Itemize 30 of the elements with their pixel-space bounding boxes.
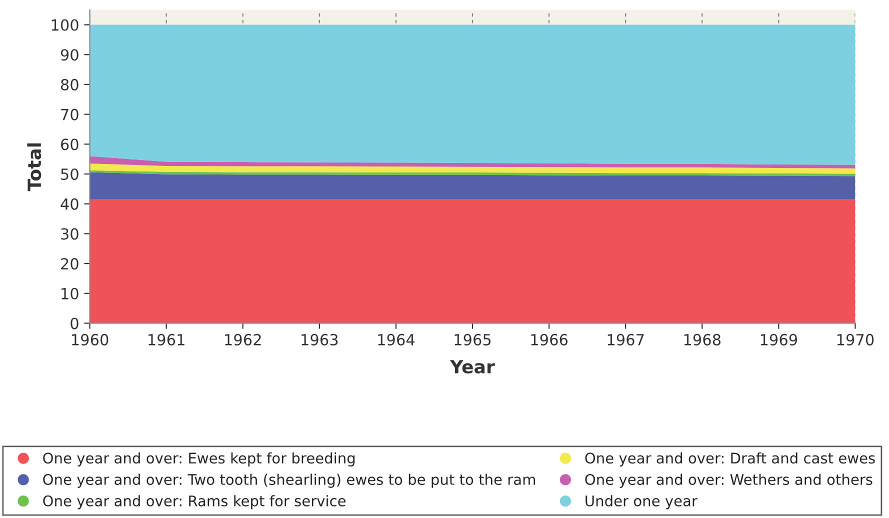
x-tick-label: 1966 [531,334,568,346]
y-tick-label: 80 [60,78,78,90]
y-tick-label: 20 [61,258,78,270]
legend-label: One year and over: Wethers and others [585,474,872,488]
x-tick-label: 1968 [684,334,721,346]
y-tick-label: 90 [60,49,78,61]
y-tick-label: 30 [61,228,78,240]
legend-label: One year and over: Two tooth (shearling) ewes to be put to the ram [43,474,536,488]
x-tick-label: 1967 [608,334,644,346]
x-tick-label: 1969 [760,334,798,346]
y-axis-title: Total [27,143,42,192]
legend-label: One year and over: Rams kept for service [43,495,346,510]
y-tick-label: 0 [70,318,78,330]
legend-label: Under one year [586,495,698,510]
x-tick-label: 1964 [378,334,415,346]
x-tick-label: 1962 [225,334,261,346]
y-tick-label: 60 [61,138,78,150]
y-tick-label: 100 [52,19,78,31]
legend-label: One year and over: Draft and cast ewes [585,452,875,466]
y-tick-label: 70 [61,108,78,120]
x-axis-title: Year [450,360,495,374]
x-tick-label: 1963 [302,334,338,346]
y-tick-label: 40 [60,198,78,210]
legend-label: One year and over: Ewes kept for breeding [43,452,355,466]
x-tick-label: 1961 [148,334,184,346]
y-tick-label: 10 [62,288,78,300]
y-tick-label: 50 [61,168,78,180]
x-tick-label: 1970 [837,334,874,346]
x-tick-label: 1960 [72,334,108,346]
x-tick-label: 1965 [454,334,491,346]
